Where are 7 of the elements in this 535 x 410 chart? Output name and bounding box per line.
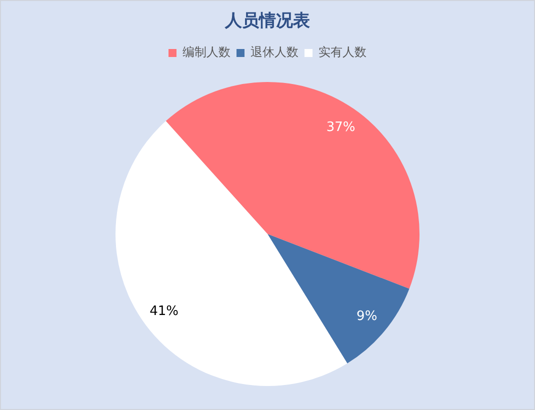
legend-label: 编制人数 xyxy=(182,45,230,60)
chart-title: 人员情况表 xyxy=(225,11,310,31)
legend-label: 退休人数 xyxy=(250,45,298,60)
data-label: 9% xyxy=(356,308,378,324)
legend-label: 实有人数 xyxy=(318,45,366,60)
data-label: 37% xyxy=(326,120,356,135)
data-label: 41% xyxy=(150,304,179,319)
